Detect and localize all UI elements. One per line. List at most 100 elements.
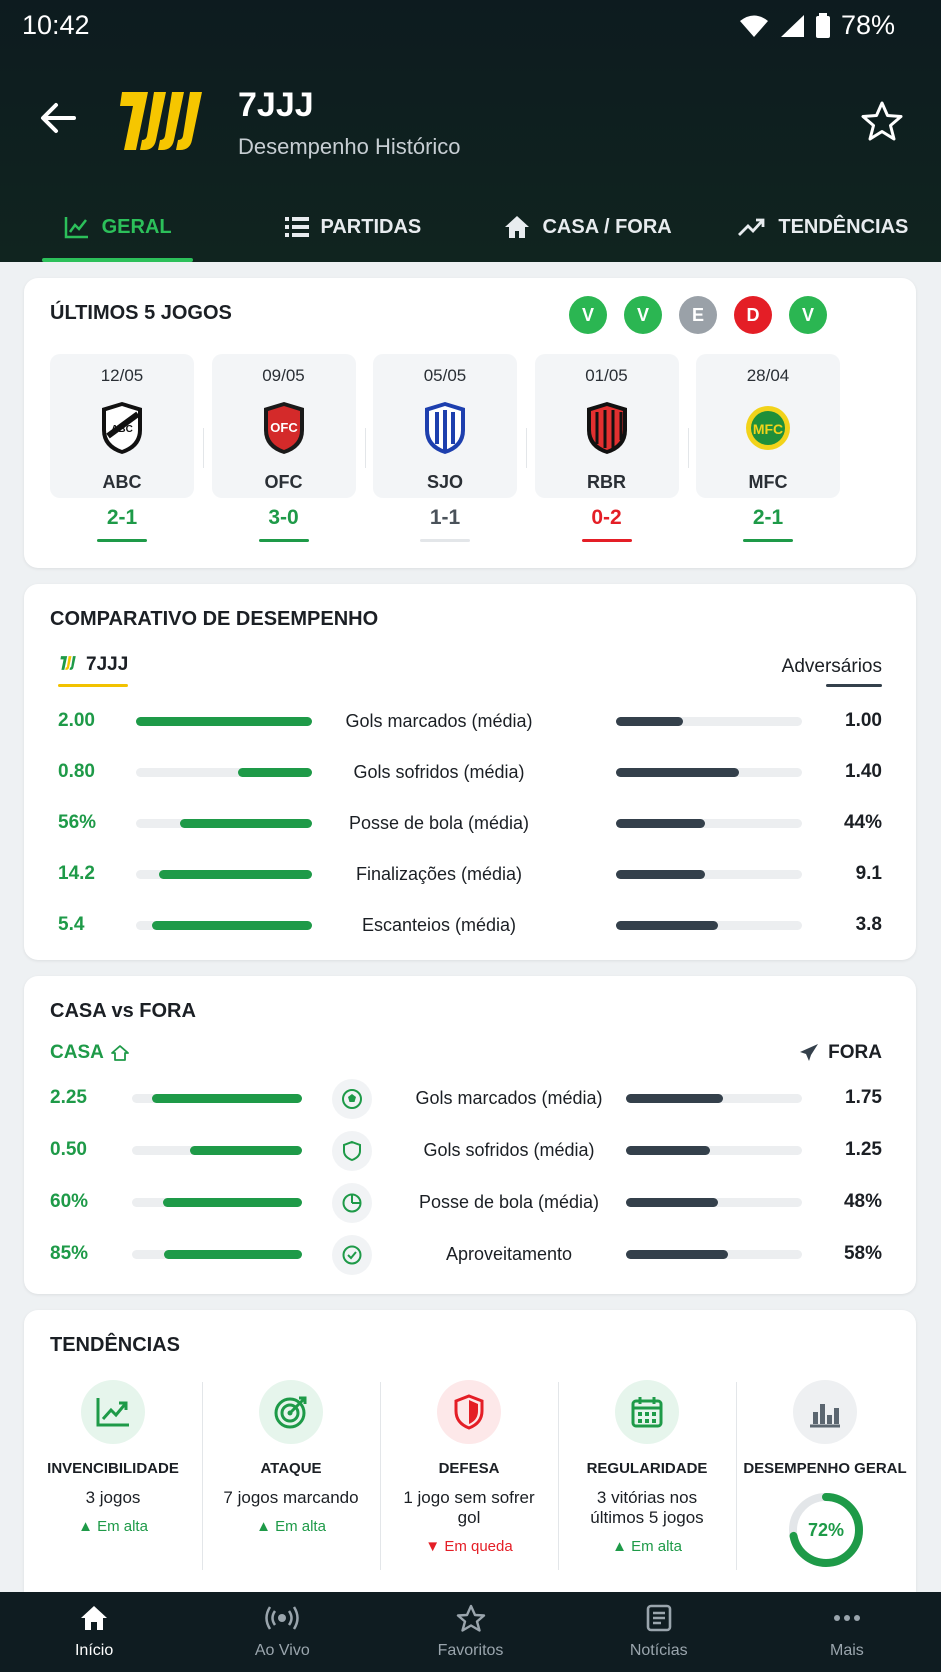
app-header: 10:42 78% 7JJJ Desempenho Histórico GERA… [0,0,941,262]
comparison-row: 14.2 Finalizações (média) 9.1 [24,859,916,889]
result-line [97,539,147,542]
trend-title: ATAQUE [260,1460,322,1477]
list-icon [284,217,309,237]
card-title: CASA vs FORA [50,1000,196,1022]
opponent-crest: MFC [744,400,792,456]
home-bar-track [132,1146,302,1155]
opponent-name: ABC [102,472,142,492]
trend-status: ▲ Em alta [612,1538,682,1555]
trend-desc: 7 jogos marcando [223,1488,359,1507]
tab-tendencias[interactable]: TENDÊNCIAS [706,192,941,262]
home-away-card: CASA vs FORA CASA FORA 2.25 Gols marcados… [24,976,916,1294]
opponent-crest: OFC [260,400,308,456]
bottom-nav: Início Ao Vivo Favoritos Notícias Mais [0,1592,941,1672]
opponent-value: 1.00 [845,710,882,731]
opponents-underline [826,684,882,687]
tab-casa-fora[interactable]: CASA / FORA [471,192,706,262]
opponent-value: 1.40 [845,761,882,782]
home-label-text: CASA [50,1042,104,1063]
result-badge: D [734,296,772,334]
back-arrow-icon[interactable] [38,98,78,138]
nav-mais[interactable]: Mais [753,1592,941,1672]
star-icon [456,1604,485,1632]
trend-status-text: Em alta [97,1518,148,1535]
tab-partidas[interactable]: PARTIDAS [235,192,470,262]
page-subtitle: Desempenho Histórico [238,134,461,159]
svg-text:MFC: MFC [753,421,783,437]
svg-text:OFC: OFC [270,420,298,435]
team-value: 56% [58,812,97,833]
nav-favoritos[interactable]: Favoritos [376,1592,564,1672]
tab-label: PARTIDAS [320,215,422,238]
team-mini-logo [60,656,76,670]
game-date: 28/04 [746,366,790,385]
news-icon [646,1604,672,1632]
team-name: 7JJJ [238,86,314,124]
stat-label: Finalizações (média) [355,864,523,884]
opponents-label: Adversários [781,656,882,677]
trend-ataque[interactable]: ATAQUE 7 jogos marcando ▲ Em alta [202,1380,380,1580]
away-bar-track [626,1094,802,1103]
signal-icon [780,14,804,37]
result-badge: V [569,296,607,334]
svg-text:ABC: ABC [111,424,133,435]
tab-bar: GERAL PARTIDAS CASA / FORA TENDÊNCIAS [0,192,941,262]
live-broadcast-icon [265,1606,300,1630]
divider [526,428,527,468]
nav-label: Favoritos [437,1642,504,1659]
game-item[interactable]: 01/05 RBR 0-2 [534,354,679,542]
card-title: TENDÊNCIAS [50,1334,181,1356]
nav-label: Ao Vivo [254,1642,310,1659]
home-bar-fill [162,1198,302,1207]
home-outline-icon [110,1045,129,1061]
trend-status: ▲ Em alta [256,1518,326,1535]
game-item[interactable]: 05/05 SJO 1-1 [373,354,517,542]
divider [736,1382,737,1570]
game-date: 01/05 [585,366,628,385]
nav-inicio[interactable]: Início [0,1592,188,1672]
top-bar: 7JJJ Desempenho Histórico [0,70,941,180]
card-title: ÚLTIMOS 5 JOGOS [50,302,232,324]
result-badge: V [624,296,662,334]
check-circle-icon [332,1235,372,1275]
away-value: 48% [843,1191,882,1212]
away-bar-fill [626,1250,729,1259]
team-logo [120,92,202,150]
game-score: 0-2 [591,506,622,529]
trend-regularidade[interactable]: REGULARIDADE 3 vitórias nos últimos 5 jo… [558,1380,736,1580]
home-away-row: 0.50 Gols sofridos (média) 1.25 [24,1131,916,1171]
nav-ao-vivo[interactable]: Ao Vivo [188,1592,376,1672]
soccer-ball-icon [332,1079,372,1119]
home-bar-track [132,1198,302,1207]
divider [687,428,689,468]
away-bar-fill [626,1146,711,1155]
stat-label: Posse de bola (média) [348,813,530,833]
trend-defesa[interactable]: DEFESA 1 jogo sem sofrer gol ▼ Em queda [380,1380,558,1580]
target-icon [259,1380,323,1444]
progress-ring [789,1493,863,1567]
opponent-value: 44% [843,812,882,833]
calendar-icon [615,1380,679,1444]
airplane-icon [800,1044,819,1061]
result-line [258,539,309,542]
trend-invencibilidade[interactable]: INVENCIBILIDADE 3 jogos ▲ Em alta [24,1380,202,1580]
game-item[interactable]: 28/04 MFC MFC 2-1 [696,354,840,542]
opponent-bar-fill [616,870,706,879]
nav-noticias[interactable]: Notícias [565,1592,753,1672]
opponent-bar-fill [616,921,719,930]
opponent-value: 9.1 [855,863,882,884]
trend-desempenho-geral[interactable]: DESEMPENHO GERAL 72% [736,1380,914,1580]
battery-icon [815,12,830,38]
team-bar-fill [158,870,312,879]
stat-label: Posse de bola (média) [418,1192,600,1212]
tab-geral[interactable]: GERAL [0,192,235,262]
favorite-star-icon[interactable] [861,100,903,142]
game-item[interactable]: 09/05 OFC OFC 3-0 [211,354,356,542]
game-item[interactable]: 12/05 ABC ABC 2-1 [50,354,194,542]
opponent-crest [421,400,469,456]
game-score: 2-1 [106,506,138,529]
team-bar-fill [151,921,312,930]
shield-icon [332,1131,372,1171]
opponent-bar-fill [616,819,706,828]
team-bar-fill [238,768,312,777]
